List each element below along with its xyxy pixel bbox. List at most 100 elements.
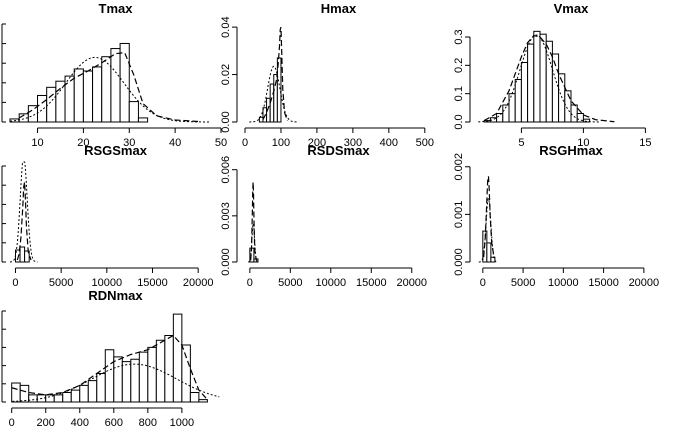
- y-tick-label: 0.001: [453, 201, 465, 229]
- x-tick-label: 600: [105, 417, 123, 429]
- histogram-bar: [104, 349, 115, 403]
- y-tick-label: 0.04: [220, 16, 232, 37]
- x-tick-label: 20000: [183, 277, 214, 289]
- x-tick-label: 0: [9, 417, 15, 429]
- x-tick-label: 20: [77, 137, 89, 149]
- x-tick-label: 200: [308, 137, 326, 149]
- x-tick-label: 500: [416, 137, 434, 149]
- x-tick-label: 15000: [588, 277, 619, 289]
- x-tick-label: 100: [272, 137, 290, 149]
- histogram-bar: [28, 394, 38, 403]
- panel-title: RSGSmax: [84, 143, 148, 158]
- y-tick-label: 0.000: [453, 248, 465, 276]
- kernel-density-curve: [483, 176, 495, 258]
- histogram-bar: [101, 56, 112, 123]
- kernel-density-curve: [18, 51, 199, 123]
- normal-density-curve: [10, 161, 38, 263]
- histogram-bar: [113, 356, 123, 403]
- histogram-bar: [258, 116, 264, 123]
- y-tick-label: 0.0: [453, 114, 465, 129]
- x-tick-label: 400: [380, 137, 398, 149]
- histogram-bar: [570, 104, 578, 123]
- y-tick-label: 0.000: [220, 248, 232, 276]
- histogram-bar: [55, 80, 66, 123]
- histogram-bar: [37, 94, 48, 123]
- y-tick-label: 0.002: [453, 153, 465, 181]
- x-tick-label: 800: [139, 417, 157, 429]
- panel-hmax: Hmax 0 100 200 300 400 500 0.00 0.02 0.04: [220, 1, 434, 149]
- x-tick-label: 200: [37, 417, 55, 429]
- histogram-bar: [138, 351, 149, 403]
- panel-title: Vmax: [554, 1, 589, 16]
- histogram-bar: [119, 42, 130, 123]
- histogram-bar: [73, 68, 84, 123]
- x-tick-label: 0: [12, 277, 18, 289]
- panel-title: RSGHmax: [539, 143, 603, 158]
- histogram-bar: [189, 392, 200, 403]
- y-tick-label: 0.2: [453, 58, 465, 73]
- histogram-bar: [533, 30, 541, 123]
- kernel-density-curve: [11, 334, 208, 401]
- x-tick-label: 300: [344, 137, 362, 149]
- x-tick-label: 5: [518, 137, 524, 149]
- histogram-bar: [172, 313, 183, 403]
- y-tick-label: 0.006: [220, 156, 232, 184]
- y-tick-label: 0.00: [220, 111, 232, 132]
- x-tick-label: 15: [639, 137, 651, 149]
- histogram-bar: [137, 117, 149, 123]
- histogram-bar: [46, 86, 57, 123]
- histogram-bar: [82, 70, 94, 123]
- x-tick-label: 5000: [49, 277, 73, 289]
- histogram-bar: [514, 79, 522, 123]
- histogram-bar: [27, 105, 39, 123]
- histogram-bar: [496, 113, 504, 123]
- panel-title: Tmax: [99, 1, 134, 16]
- histogram-bar: [198, 399, 208, 403]
- x-tick-label: 15000: [356, 277, 387, 289]
- histogram-bar: [87, 380, 98, 403]
- kernel-density-curve: [483, 34, 615, 123]
- histogram-bar: [164, 335, 174, 403]
- x-tick-label: 30: [123, 137, 135, 149]
- y-tick-label: 0.1: [453, 86, 465, 101]
- y-tick-label: 0.02: [220, 64, 232, 85]
- histogram-bar: [147, 346, 157, 403]
- histogram-bar: [96, 373, 106, 403]
- x-tick-label: 0: [480, 277, 486, 289]
- panel-rsdsmax: RSDSmax 0 5000 10000 15000 20000 0.000 0.003 0.0…: [220, 143, 427, 289]
- histogram-bar: [582, 118, 591, 123]
- y-tick-label: 0.3: [453, 29, 465, 44]
- histogram-bar: [53, 394, 64, 403]
- panel-rsgsmax: RSGSmax 0 5000 10000 15000 20000: [1, 143, 214, 289]
- x-tick-label: 0: [242, 137, 248, 149]
- histogram-bar: [11, 382, 21, 403]
- x-tick-label: 400: [71, 417, 89, 429]
- x-tick-label: 20000: [396, 277, 427, 289]
- y-tick-label: 0.003: [220, 202, 232, 230]
- panel-vmax: Vmax 5 10 15 0.0 0.1 0.2 0.3: [453, 1, 652, 149]
- histogram-bar: [92, 66, 103, 123]
- x-tick-label: 40: [169, 137, 181, 149]
- panel-rdnmax: RDNmax 0 200 400 600 800 1000: [1, 288, 220, 429]
- x-tick-label: 10000: [92, 277, 123, 289]
- kernel-density-curve: [250, 181, 257, 261]
- x-tick-label: 5000: [511, 277, 535, 289]
- histogram-bar: [19, 246, 26, 263]
- x-tick-label: 15000: [137, 277, 168, 289]
- histogram-bar: [128, 101, 139, 123]
- histogram-bar: [70, 389, 81, 403]
- kernel-density-curve: [16, 181, 32, 261]
- x-tick-label: 10000: [316, 277, 347, 289]
- panel-title: RSDSmax: [307, 143, 370, 158]
- histogram-bar: [520, 62, 529, 123]
- histogram-bar: [490, 256, 496, 263]
- histogram-bar: [19, 384, 30, 403]
- normal-density-curve: [248, 222, 259, 263]
- x-tick-label: 50: [215, 137, 227, 149]
- histogram-bar: [486, 242, 492, 263]
- histogram-bar: [576, 113, 584, 123]
- panel-title: Hmax: [321, 1, 357, 16]
- histogram-bar: [62, 392, 72, 403]
- histogram-bar: [527, 43, 535, 123]
